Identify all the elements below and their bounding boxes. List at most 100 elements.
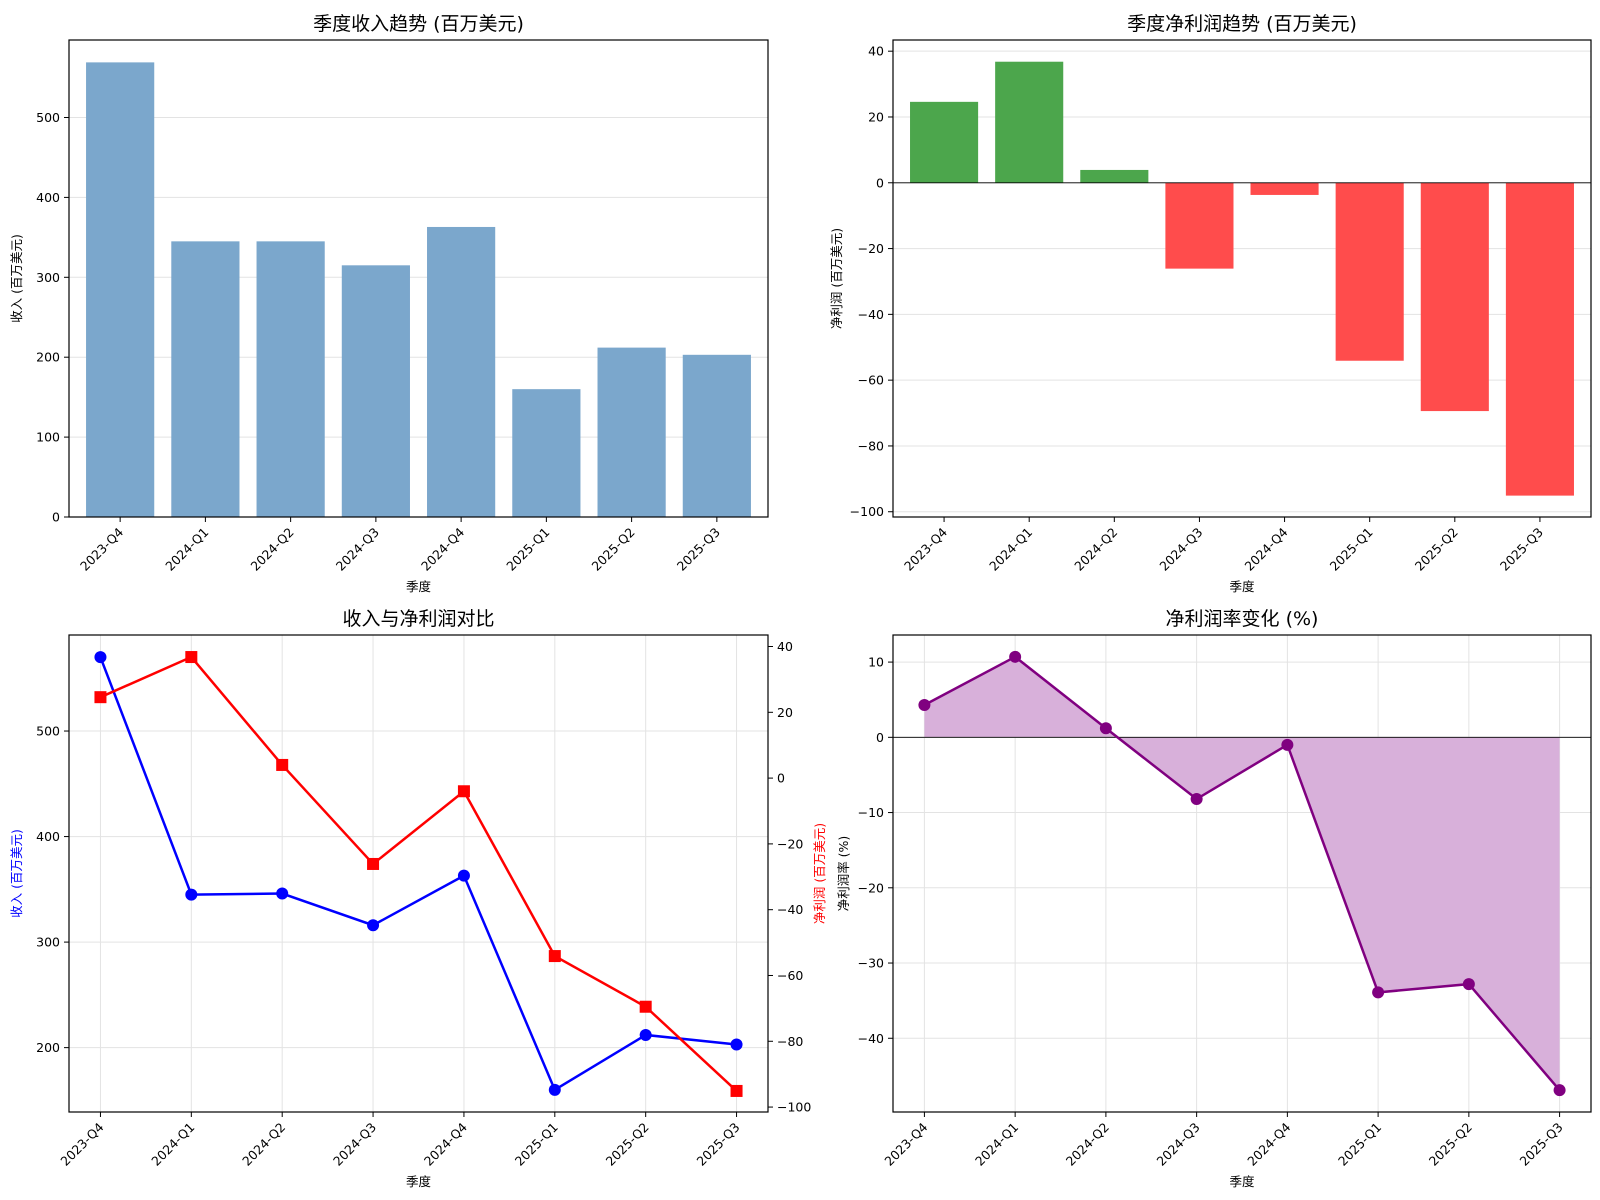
margin-point-2024-Q4 xyxy=(1281,738,1294,751)
y-tick-label: 200 xyxy=(36,1040,60,1055)
y-tick-label: 300 xyxy=(36,935,60,950)
x-tick-label: 2024-Q2 xyxy=(1063,1120,1112,1169)
y-axis-label-1: 净利润 (百万美元) xyxy=(829,228,844,329)
net-profit-bar-2025-Q3 xyxy=(1505,182,1574,496)
x-tick-label: 2024-Q1 xyxy=(162,525,211,574)
series-point-1-2024-Q4 xyxy=(457,785,470,798)
revenue-bar-2025-Q2 xyxy=(597,347,666,517)
x-tick-label: 2023-Q4 xyxy=(77,524,126,573)
net-profit-bar-2024-Q1 xyxy=(995,61,1064,183)
x-tick-label: 2023-Q4 xyxy=(881,1119,930,1168)
x-axis-label-1: 季度 xyxy=(1229,579,1255,594)
y-tick-label: 100 xyxy=(36,430,60,445)
y-axis-label-3: 净利润率 (%) xyxy=(836,836,851,912)
x-tick-label: 2025-Q2 xyxy=(603,1120,652,1169)
series-point-1-2024-Q1 xyxy=(185,651,198,664)
margin-point-2025-Q3 xyxy=(1553,1084,1566,1097)
net-margin-area-chart: 10 0 −10 −20 −30 −40 2023-Q4 2024-Q1 2024-Q2 2024… xyxy=(836,608,1592,1189)
chart-title-1: 季度净利润趋势 (百万美元) xyxy=(1127,13,1357,35)
series-point-0-2025-Q2 xyxy=(639,1028,652,1041)
y-tick-label: 500 xyxy=(36,110,60,125)
x-tick-label: 2024-Q1 xyxy=(148,1120,197,1169)
chart-title-0: 季度收入趋势 (百万美元) xyxy=(313,13,524,35)
series-point-1-2025-Q3 xyxy=(730,1084,743,1097)
net-profit-bar-2024-Q2 xyxy=(1080,169,1149,183)
x-tick-label: 2024-Q1 xyxy=(986,525,1035,574)
x-axis-label-3: 季度 xyxy=(1229,1174,1255,1189)
x-tick-label: 2024-Q3 xyxy=(1154,1120,1203,1169)
y-axis-label-left: 收入 (百万美元) xyxy=(9,829,24,918)
y2-tick-label: −100 xyxy=(777,1100,811,1115)
y2-tick-label: −60 xyxy=(777,968,803,983)
y2-tick-label: −80 xyxy=(777,1034,803,1049)
x-tick-label: 2024-Q3 xyxy=(1156,525,1205,574)
margin-line xyxy=(923,655,1561,1091)
x-tick-label: 2025-Q1 xyxy=(512,1120,561,1169)
x-tick-label: 2024-Q2 xyxy=(1071,525,1120,574)
y-axis-label-right: 净利润 (百万美元) xyxy=(812,823,827,924)
revenue-bar-2024-Q3 xyxy=(341,265,410,517)
x-tick-label: 2024-Q2 xyxy=(248,525,297,574)
x-tick-label: 2025-Q3 xyxy=(674,525,723,574)
y-tick-label: 200 xyxy=(36,350,60,365)
net-profit-bar-2023-Q4 xyxy=(910,101,979,183)
x-tick-label: 2024-Q3 xyxy=(333,525,382,574)
y2-tick-label: 0 xyxy=(777,771,785,786)
margin-point-2023-Q4 xyxy=(918,698,931,711)
axes-frame xyxy=(68,39,769,518)
axes-frame xyxy=(892,634,1592,1113)
chart-title-3: 净利润率变化 (%) xyxy=(1166,608,1319,630)
y-tick-label: −40 xyxy=(858,307,884,322)
y-tick-label: −80 xyxy=(858,438,884,453)
x-tick-label: 2025-Q2 xyxy=(1412,525,1461,574)
revenue-bar-2024-Q2 xyxy=(256,241,325,517)
revenue-bar-2025-Q3 xyxy=(682,354,751,517)
y-tick-label: 40 xyxy=(868,44,884,59)
y-tick-label: 0 xyxy=(52,510,60,525)
y2-tick-label: 40 xyxy=(777,639,793,654)
x-tick-label: 2025-Q2 xyxy=(1426,1120,1475,1169)
y-tick-label: −40 xyxy=(858,1031,884,1046)
x-tick-label: 2024-Q4 xyxy=(418,524,467,573)
series-point-0-2024-Q1 xyxy=(185,888,198,901)
series-point-0-2023-Q4 xyxy=(94,651,107,664)
x-tick-label: 2023-Q4 xyxy=(901,524,950,573)
axes-frame xyxy=(68,634,769,1113)
x-tick-label: 2025-Q1 xyxy=(1327,525,1376,574)
margin-point-2025-Q1 xyxy=(1372,986,1385,999)
series-point-1-2024-Q2 xyxy=(276,758,289,771)
series-point-0-2024-Q3 xyxy=(367,919,380,932)
x-tick-label: 2025-Q3 xyxy=(1497,525,1546,574)
x-tick-label: 2025-Q1 xyxy=(1335,1120,1384,1169)
revenue-bar-2025-Q1 xyxy=(512,389,581,517)
net-profit-bar-2024-Q3 xyxy=(1165,182,1234,269)
series-line-0 xyxy=(99,656,737,1092)
x-tick-label: 2024-Q1 xyxy=(972,1120,1021,1169)
revenue-bar-chart: 0 100 200 300 400 500 2023-Q4 2024-Q1 2024-Q2 202… xyxy=(9,13,769,594)
net-profit-bar-chart: 40 20 0 −20 −40 −60 −80 −100 2023-Q4 2024-Q1 2024-… xyxy=(829,13,1592,594)
chart-title-2: 收入与净利润对比 xyxy=(342,608,494,630)
series-point-1-2025-Q1 xyxy=(548,950,561,963)
margin-point-2024-Q2 xyxy=(1099,722,1112,735)
net-profit-bar-2025-Q2 xyxy=(1420,182,1489,412)
y2-tick-label: −20 xyxy=(777,836,803,851)
y-tick-label: 0 xyxy=(876,730,884,745)
y-tick-label: 10 xyxy=(868,655,884,670)
y-tick-label: 300 xyxy=(36,270,60,285)
margin-point-2024-Q3 xyxy=(1190,793,1203,806)
y-tick-label: 20 xyxy=(868,109,884,124)
series-point-0-2025-Q3 xyxy=(730,1038,743,1051)
margin-point-2025-Q2 xyxy=(1462,978,1475,991)
y-tick-label: −60 xyxy=(858,373,884,388)
y-tick-label: −20 xyxy=(858,241,884,256)
y-tick-label: −30 xyxy=(858,956,884,971)
revenue-bar-2024-Q4 xyxy=(427,226,496,517)
net-profit-bar-2024-Q4 xyxy=(1250,182,1319,195)
x-tick-label: 2025-Q1 xyxy=(503,525,552,574)
series-point-1-2024-Q3 xyxy=(367,857,380,870)
x-tick-label: 2025-Q3 xyxy=(1517,1120,1566,1169)
series-point-0-2024-Q2 xyxy=(276,887,289,900)
x-tick-label: 2023-Q4 xyxy=(57,1119,106,1168)
